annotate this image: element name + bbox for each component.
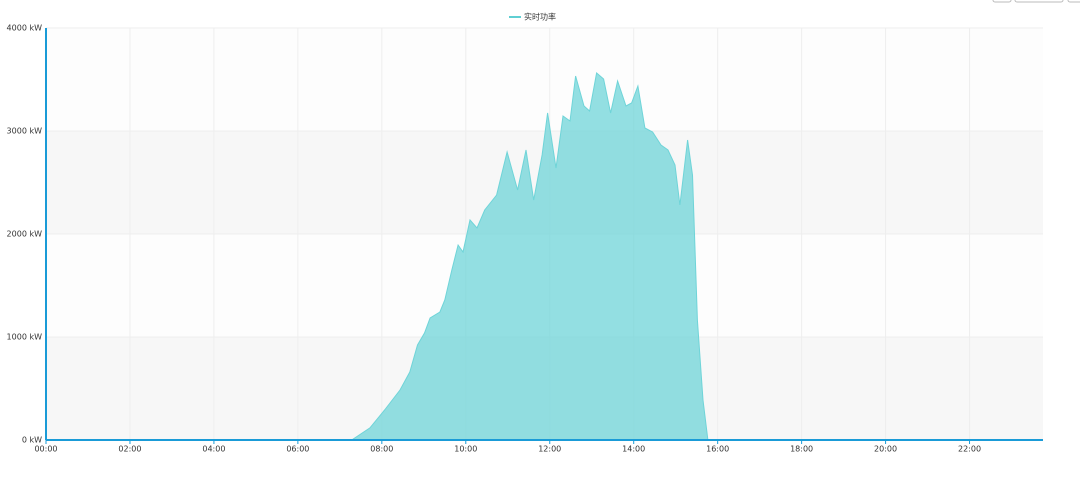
x-tick-label: 18:00 [790,445,813,454]
toolbar-button[interactable] [992,0,1012,3]
toolbar-button[interactable] [1067,0,1080,3]
x-tick-label: 08:00 [370,445,393,454]
x-tick-label: 20:00 [874,445,897,454]
x-tick-label: 12:00 [538,445,561,454]
x-tick-label: 02:00 [118,445,141,454]
x-tick-label: 22:00 [958,445,981,454]
x-tick-label: 10:00 [454,445,477,454]
x-tick-label: 04:00 [202,445,225,454]
grid-band [46,28,1043,131]
plot [45,27,1043,441]
x-tick-label: 00:00 [34,445,57,454]
area [46,72,1043,441]
y-tick-label: 0 kW [22,436,42,445]
legend-label: 实时功率 [524,12,556,22]
x-tick-label: 06:00 [286,445,309,454]
x-tick-label: 14:00 [622,445,645,454]
toolbar-button[interactable] [1014,0,1064,3]
y-tick-label: 2000 kW [7,230,43,239]
x-tick-label: 16:00 [706,445,729,454]
y-tick-label: 4000 kW [7,24,43,33]
y-tick-label: 1000 kW [7,333,43,342]
y-tick-label: 3000 kW [7,127,43,136]
